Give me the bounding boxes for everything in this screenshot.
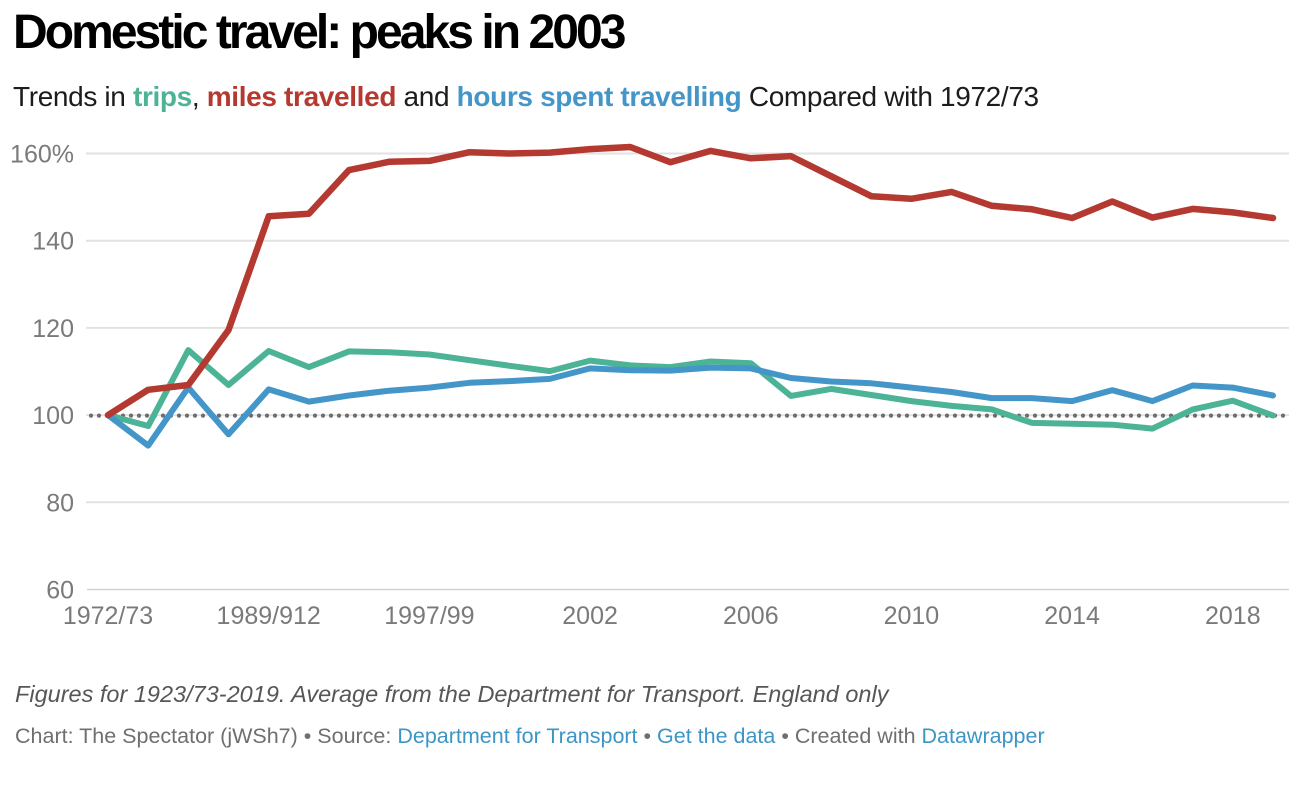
svg-text:120: 120 [32, 315, 74, 343]
svg-text:1972/73: 1972/73 [63, 602, 153, 630]
svg-text:2010: 2010 [884, 602, 940, 630]
svg-text:140: 140 [32, 228, 74, 256]
svg-text:2006: 2006 [723, 602, 779, 630]
svg-text:2002: 2002 [562, 602, 618, 630]
svg-text:2014: 2014 [1044, 602, 1100, 630]
svg-text:1989/912: 1989/912 [217, 602, 321, 630]
svg-text:160%: 160% [10, 141, 74, 169]
svg-text:100: 100 [32, 402, 74, 430]
svg-text:2018: 2018 [1205, 602, 1261, 630]
svg-text:60: 60 [46, 577, 74, 605]
svg-text:80: 80 [46, 489, 74, 517]
svg-text:1997/99: 1997/99 [384, 602, 474, 630]
